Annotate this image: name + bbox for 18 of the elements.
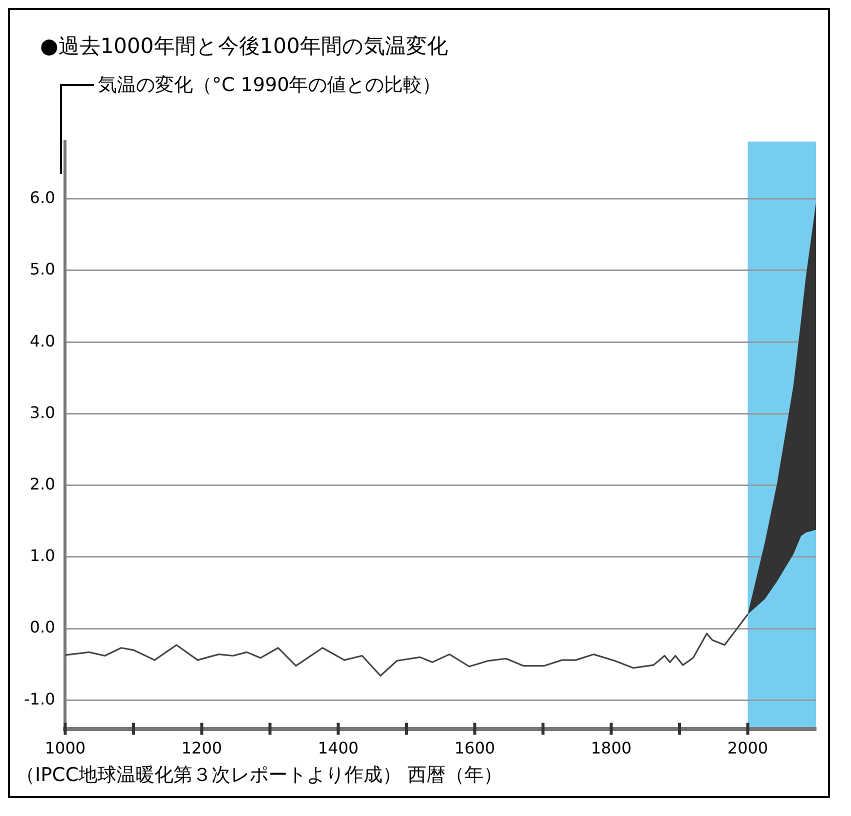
y-tick-label: 0.0: [30, 618, 56, 637]
chart-title: ●過去1000年間と今後100年間の気温変化: [40, 33, 448, 60]
x-tick-label: 1000: [44, 738, 86, 758]
text: （IPCC地球温暖化第３次レポートより作成）: [16, 764, 402, 786]
y-tick-label: 2.0: [30, 474, 56, 494]
y-tick-label: 3.0: [30, 402, 56, 422]
y-tick-label: 1.0: [30, 546, 56, 566]
x-tick-label: 1600: [454, 738, 496, 758]
y-tick-label: 6.0: [30, 188, 56, 208]
y-tick-label: 4.0: [30, 331, 56, 350]
x-tick-label: 1200: [181, 738, 222, 758]
y-tick-label: 5.0: [30, 260, 56, 279]
x-tick-label: 1400: [318, 738, 359, 758]
x-axis-title: 西暦（年）: [408, 764, 503, 786]
x-tick-label: 2000: [727, 738, 768, 758]
y-axis-title: 気温の変化（°C 1990年の値との比較）: [98, 73, 442, 98]
x-tick-label: 1800: [590, 738, 632, 758]
y-tick-label: -1.0: [24, 689, 56, 708]
